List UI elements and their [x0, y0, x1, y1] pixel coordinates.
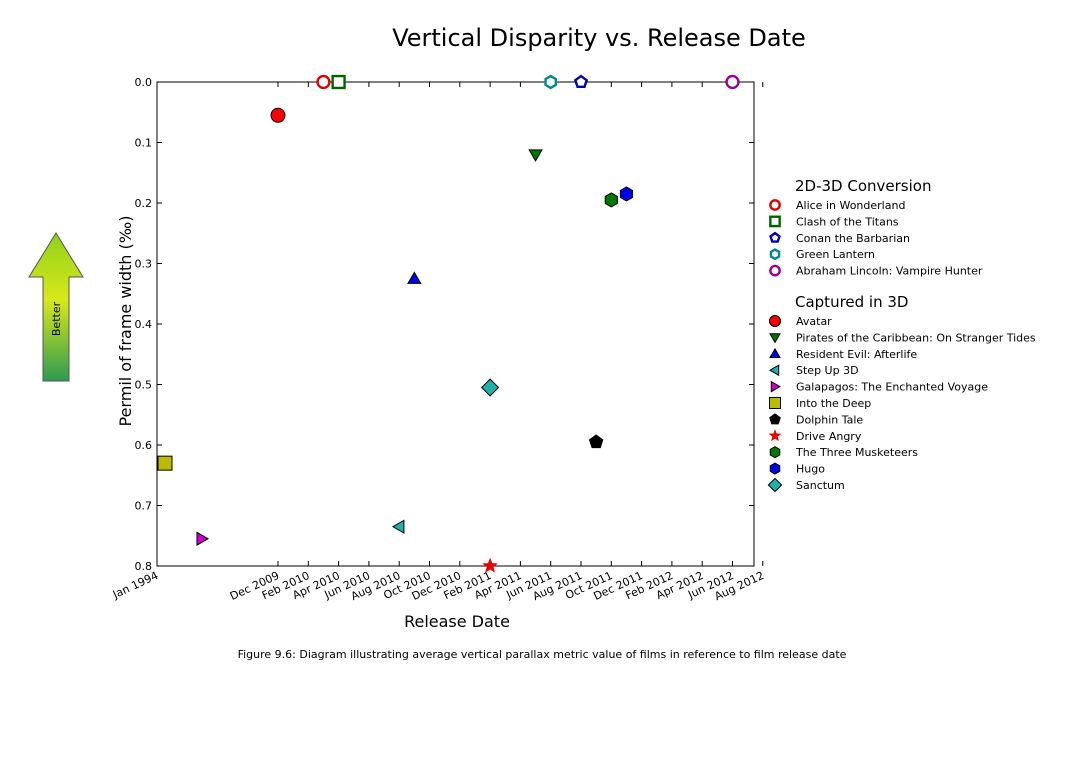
legend-label-resident-evil-afterlife: Resident Evil: Afterlife	[796, 348, 917, 361]
y-tick-label: 0.4	[135, 318, 153, 331]
point-green-lantern	[544, 74, 558, 90]
point-hugo	[619, 186, 634, 202]
y-tick-label: 0.8	[135, 560, 153, 573]
legend-marker-step-up-3d	[769, 364, 780, 377]
point-resident-evil-afterlife	[407, 271, 422, 284]
point-drive-angry	[482, 557, 499, 573]
x-axis-label: Release Date	[404, 612, 510, 631]
y-axis-ticks: 0.0 0.1 0.2 0.3 0.4 0.5 0.6 0.7 0.8	[135, 76, 754, 573]
legend-label-avatar: Avatar	[796, 315, 832, 328]
legend-marker-into-the-deep	[769, 397, 781, 409]
legend-label-step-up-3d: Step Up 3D	[796, 364, 859, 377]
legend-label-conan-the-barbarian: Conan the Barbarian	[796, 232, 910, 245]
legend-group-title: Captured in 3D	[795, 293, 908, 311]
legend-marker-galapagos-the-enchanted-voyage	[770, 380, 781, 393]
legend-label-alice-in-wonderland: Alice in Wonderland	[796, 199, 905, 212]
y-axis-label: Permil of frame width (‰)	[116, 216, 135, 427]
legend-label-dolphin-tale: Dolphin Tale	[796, 413, 863, 426]
legend-marker-the-three-musketeers	[769, 446, 781, 459]
y-tick-label: 0.3	[135, 258, 153, 271]
legend-label-pirates-of-the-caribbean-on-stranger-tides: Pirates of the Caribbean: On Stranger Ti…	[796, 331, 1036, 344]
legend-label-green-lantern: Green Lantern	[796, 248, 875, 261]
legend-label-sanctum: Sanctum	[796, 479, 845, 492]
legend-marker-green-lantern	[769, 248, 781, 261]
point-dolphin-tale	[588, 434, 604, 449]
y-tick-label: 0.2	[135, 197, 153, 210]
legend-label-hugo: Hugo	[796, 463, 825, 476]
legend-label-drive-angry: Drive Angry	[796, 430, 862, 443]
legend-label-abraham-lincoln-vampire-hunter: Abraham Lincoln: Vampire Hunter	[796, 265, 983, 278]
legend-label-galapagos-the-enchanted-voyage: Galapagos: The Enchanted Voyage	[796, 381, 988, 394]
legend-marker-avatar	[769, 315, 781, 327]
legend-marker-resident-evil-afterlife	[769, 347, 781, 359]
chart-title: Vertical Disparity vs. Release Date	[392, 24, 806, 52]
point-the-three-musketeers	[604, 192, 618, 208]
point-alice-in-wonderland	[316, 74, 331, 90]
better-arrow-icon: Better	[28, 232, 84, 382]
figure-caption: Figure 9.6: Diagram illustrating average…	[238, 648, 847, 661]
point-avatar	[270, 107, 286, 123]
point-abraham-lincoln-vampire-hunter	[725, 74, 740, 90]
point-conan-the-barbarian	[573, 74, 589, 89]
point-into-the-deep	[157, 455, 173, 471]
legend-label-into-the-deep: Into the Deep	[796, 397, 871, 410]
y-tick-label: 0.5	[135, 379, 153, 392]
plot-frame	[156, 81, 755, 567]
legend: 2D-3D Conversion Alice in Wonderland Clash…	[767, 177, 1036, 493]
x-tick-label: Jan 1994	[110, 569, 160, 602]
point-clash-of-the-titans	[331, 74, 346, 90]
y-tick-label: 0.1	[135, 137, 153, 150]
legend-marker-pirates-of-the-caribbean-on-stranger-tides	[769, 333, 781, 344]
point-step-up-3d	[391, 519, 405, 534]
legend-label-clash-of-the-titans: Clash of the Titans	[796, 215, 899, 228]
y-tick-label: 0.7	[135, 500, 153, 513]
y-tick-label: 0.0	[135, 76, 153, 89]
legend-marker-drive-angry	[768, 429, 782, 442]
legend-marker-sanctum	[767, 477, 783, 493]
legend-marker-hugo	[769, 462, 781, 475]
y-tick-label: 0.6	[135, 439, 153, 452]
better-arrow-label: Better	[50, 301, 63, 336]
point-sanctum	[480, 378, 500, 397]
legend-group-title: 2D-3D Conversion	[795, 177, 931, 195]
legend-marker-clash-of-the-titans	[769, 215, 781, 228]
legend-marker-conan-the-barbarian	[769, 231, 781, 243]
legend-marker-alice-in-wonderland	[769, 199, 781, 211]
legend-marker-dolphin-tale	[769, 413, 781, 425]
data-points	[157, 74, 740, 573]
point-galapagos-the-enchanted-voyage	[196, 531, 209, 547]
point-pirates-of-the-caribbean-on-stranger-tides	[528, 149, 543, 162]
legend-marker-abraham-lincoln-vampire-hunter	[769, 264, 781, 277]
legend-label-the-three-musketeers: The Three Musketeers	[795, 446, 918, 459]
